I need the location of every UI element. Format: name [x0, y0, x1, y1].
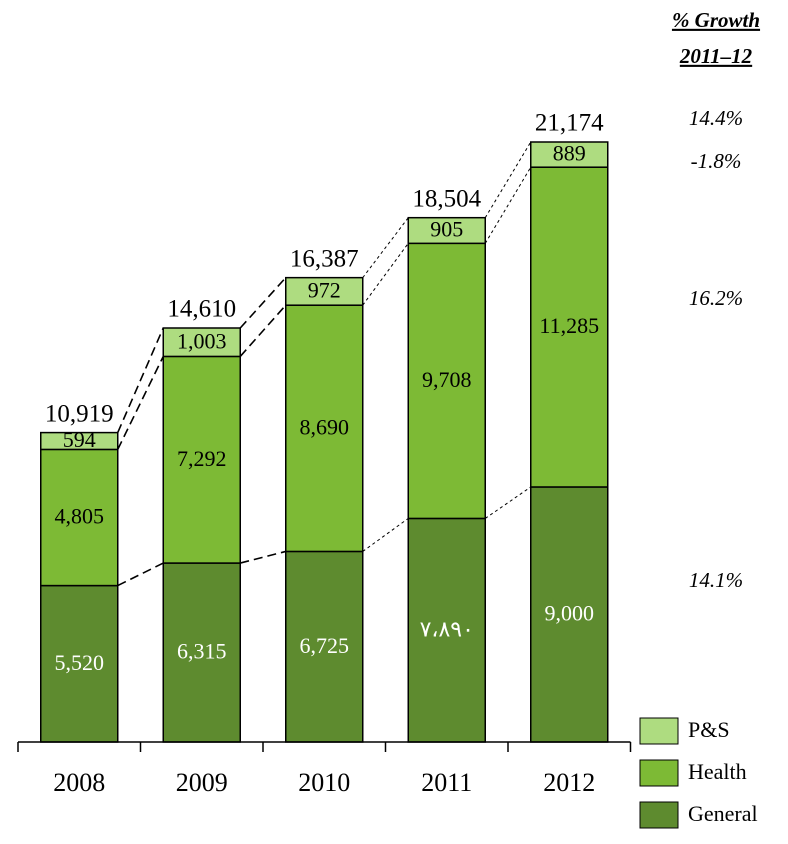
value-label: 9,708 — [422, 367, 472, 392]
growth-value: 14.4% — [689, 106, 743, 130]
connector — [117, 327, 164, 433]
bar-segment — [285, 276, 364, 306]
bar-segment — [530, 141, 609, 168]
total-label: 10,919 — [45, 400, 114, 427]
bar-segment — [162, 327, 241, 358]
connector — [484, 141, 532, 218]
legend-swatch — [639, 717, 679, 745]
legend-label: General — [688, 801, 758, 826]
connector — [117, 562, 164, 587]
growth-value: 14.1% — [689, 568, 743, 592]
value-label: 972 — [308, 277, 341, 302]
connector — [484, 166, 532, 244]
total-label: 16,387 — [290, 245, 359, 272]
value-label: 889 — [553, 141, 586, 166]
connector — [484, 486, 532, 519]
legend-swatch — [639, 759, 679, 787]
x-tick-label: 2012 — [543, 768, 595, 797]
bar-segment — [162, 562, 241, 743]
value-label: 1,003 — [177, 328, 227, 353]
total-label: 14,610 — [167, 296, 236, 323]
bar-segment — [530, 166, 609, 488]
growth-title: 2011–12 — [679, 44, 753, 68]
growth-title: % Growth — [672, 8, 760, 32]
connector — [117, 356, 164, 450]
value-label: 7,292 — [177, 446, 227, 471]
value-label: 9,000 — [545, 601, 595, 626]
legend-label: Health — [688, 759, 747, 784]
total-label: 18,504 — [412, 185, 481, 212]
x-tick-label: 2008 — [53, 768, 105, 797]
connector — [362, 217, 409, 278]
growth-value: 16.2% — [689, 286, 743, 310]
x-tick-label: 2011 — [421, 768, 472, 797]
bar-segment — [40, 584, 119, 743]
value-label: 11,285 — [539, 313, 599, 338]
bar-segment — [407, 216, 486, 245]
bar-segment — [40, 431, 119, 451]
connector — [239, 277, 287, 329]
value-label: 6,725 — [300, 633, 350, 658]
value-label: 5,520 — [55, 650, 105, 675]
total-label: 21,174 — [535, 110, 604, 137]
value-label: 8,690 — [300, 414, 350, 439]
legend-swatch — [639, 801, 679, 829]
connector — [239, 304, 287, 357]
value-label: 905 — [430, 217, 463, 242]
growth-value: -1.8% — [691, 149, 742, 173]
value-label: 4,805 — [55, 504, 105, 529]
bar-segment — [285, 304, 364, 553]
bar-segment — [40, 448, 119, 587]
connector — [362, 518, 409, 552]
bar-segment — [407, 517, 486, 743]
connector — [240, 550, 286, 564]
value-label: ٧،٨٩٠ — [420, 616, 474, 641]
legend-label: P&S — [688, 717, 730, 742]
bar-segment — [530, 486, 609, 743]
x-tick-label: 2009 — [176, 768, 228, 797]
bar-segment — [162, 355, 241, 564]
connector — [362, 243, 409, 306]
value-label: 6,315 — [177, 639, 227, 664]
value-label: 594 — [63, 427, 96, 452]
x-tick-label: 2010 — [298, 768, 350, 797]
